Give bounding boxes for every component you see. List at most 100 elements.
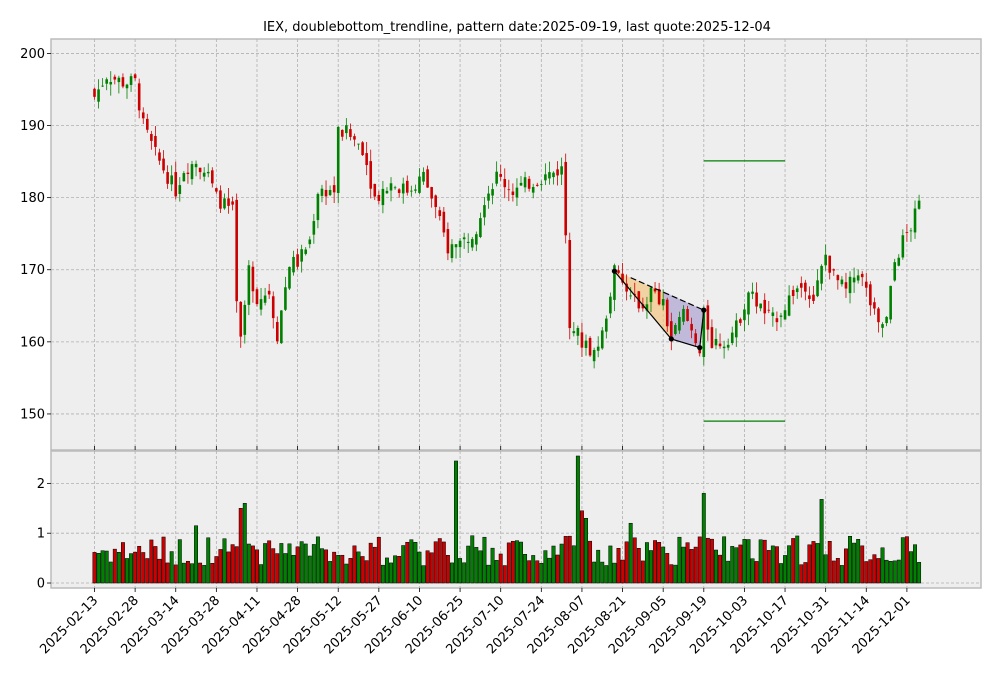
candle-body (280, 310, 283, 344)
volume-bar (226, 551, 231, 584)
volume-bar (389, 562, 393, 584)
candle-body (113, 76, 117, 80)
candle-body (292, 256, 295, 273)
volume-bar (425, 550, 430, 584)
volume-bar (486, 564, 491, 584)
candle-body (511, 191, 515, 196)
candle-body (174, 172, 178, 197)
candle-body (734, 320, 738, 338)
volume-bar (644, 542, 649, 584)
volume-bar (709, 538, 714, 584)
volume-bar (194, 525, 199, 584)
price-tick-label: 160 (20, 335, 45, 350)
candle-body (141, 112, 145, 119)
candle-body (661, 299, 665, 306)
candle-body (682, 308, 685, 322)
candle-body (190, 164, 194, 180)
candle-body (263, 295, 267, 303)
volume-bar (157, 558, 162, 584)
y-axis-ticks: 150 160 170 180 190 200 0 1 2 (20, 47, 51, 592)
candle-body (913, 208, 917, 233)
volume-bar (125, 558, 129, 584)
price-tick-label: 200 (20, 47, 45, 62)
candle-body (592, 349, 596, 362)
volume-bar (145, 558, 150, 584)
candle-body (552, 172, 555, 178)
volume-bar (616, 548, 621, 584)
volume-bars (92, 455, 922, 584)
candle-body (499, 174, 502, 177)
volume-bar (596, 549, 601, 584)
volume-bar (96, 553, 101, 584)
candle-body (377, 195, 381, 201)
candle-body (556, 169, 559, 176)
candle-body (909, 230, 913, 232)
candle-body (560, 166, 563, 175)
volume-bar (437, 538, 442, 584)
volume-bar (531, 555, 536, 584)
volume-bar (758, 539, 763, 584)
candle-body (158, 152, 161, 161)
volume-bar (523, 554, 528, 584)
candle-body (759, 303, 762, 309)
volume-bar (527, 560, 532, 584)
volume-bar (909, 551, 913, 584)
candle-body (588, 337, 592, 356)
candle-body (771, 312, 775, 317)
volume-bar (575, 455, 580, 584)
candle-body (487, 193, 490, 201)
candle-body (353, 136, 356, 140)
candle-body (678, 317, 681, 331)
candle-body (747, 292, 750, 315)
candle-body (686, 309, 689, 321)
volume-bar (429, 552, 434, 584)
candle-body (345, 125, 348, 134)
candle-body (154, 135, 157, 147)
volume-bar (795, 535, 800, 584)
price-panel (50, 38, 982, 451)
volume-bar (116, 552, 121, 584)
volume-bar (579, 510, 584, 584)
pattern-point (668, 336, 674, 342)
volume-bar (100, 550, 105, 584)
volume-bar (307, 555, 312, 584)
volume-bar (807, 544, 812, 584)
candle-body (336, 126, 340, 194)
volume-bar (433, 541, 438, 584)
candle-body (523, 177, 527, 188)
candle-body (340, 129, 344, 137)
volume-bar (624, 541, 629, 584)
volume-bar (693, 546, 698, 584)
candle-body (864, 281, 868, 288)
candle-body (105, 79, 108, 84)
candle-body (426, 169, 429, 188)
volume-bar (661, 546, 666, 584)
candle-body (389, 183, 393, 191)
volume-bar (303, 543, 308, 584)
candle-body (129, 76, 133, 85)
volume-bar (904, 536, 909, 584)
candle-body (755, 292, 758, 307)
volume-bar (291, 555, 296, 584)
candle-body (284, 287, 287, 310)
volume-bar (185, 560, 190, 584)
volume-bar (734, 547, 739, 584)
candle-body (629, 295, 632, 297)
candle-body (479, 218, 482, 238)
volume-bar (413, 542, 418, 584)
candle-body (617, 270, 620, 273)
volume-bar (165, 562, 170, 584)
volume-bar (283, 553, 288, 584)
candle-body (300, 249, 303, 262)
candle-body (503, 179, 507, 188)
candle-body (540, 184, 543, 186)
volume-bar (364, 560, 369, 584)
candle-body (877, 308, 880, 323)
volume-bar (502, 565, 507, 584)
volume-bar (137, 545, 142, 584)
volume-bar (275, 553, 280, 584)
volume-bar (311, 544, 316, 584)
candle-body (288, 266, 291, 289)
candle-body (657, 289, 661, 305)
